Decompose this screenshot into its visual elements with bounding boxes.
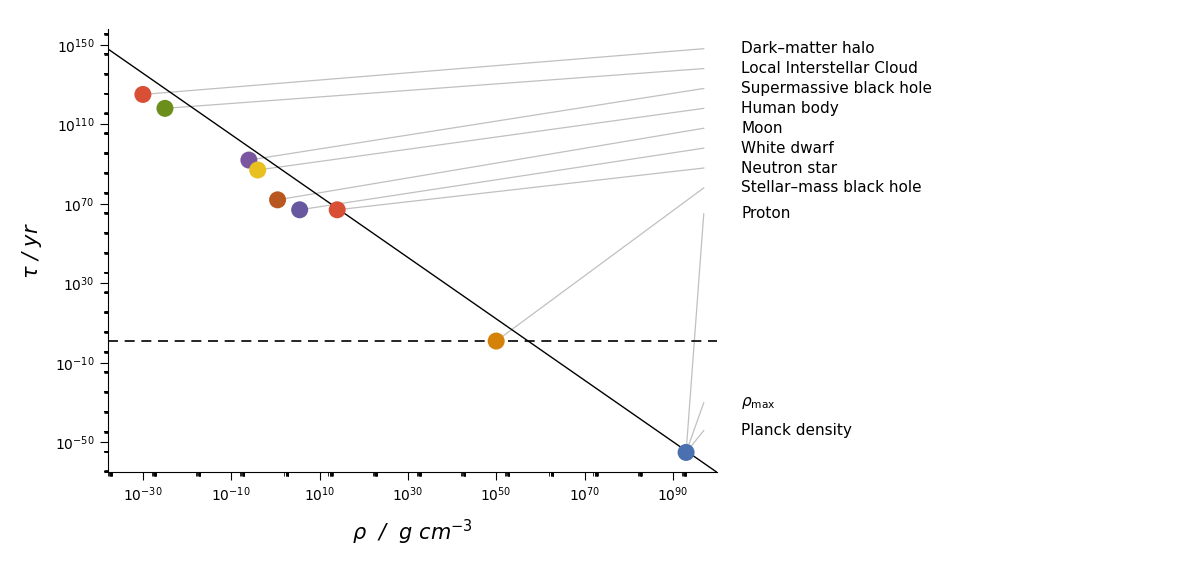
Y-axis label: $\tau$ / yr: $\tau$ / yr (19, 222, 44, 279)
Text: Moon: Moon (741, 121, 783, 136)
Point (268, 195, 287, 204)
Text: Proton: Proton (741, 206, 791, 221)
Text: $\rho_\mathrm{max}$: $\rho_\mathrm{max}$ (741, 395, 776, 411)
Point (134, 90, 153, 99)
Point (486, 336, 505, 346)
Text: Stellar–mass black hole: Stellar–mass black hole (741, 180, 923, 195)
Text: Local Interstellar Cloud: Local Interstellar Cloud (741, 61, 918, 76)
Point (676, 448, 695, 457)
X-axis label: $\rho$  /  $g$ cm$^{-3}$: $\rho$ / $g$ cm$^{-3}$ (351, 518, 473, 547)
Text: White dwarf: White dwarf (741, 141, 834, 156)
Text: Planck density: Planck density (741, 423, 852, 438)
Text: Supermassive black hole: Supermassive black hole (741, 81, 932, 96)
Text: Dark–matter halo: Dark–matter halo (741, 41, 875, 56)
Text: Neutron star: Neutron star (741, 161, 838, 176)
Text: Human body: Human body (741, 101, 839, 116)
Point (249, 165, 268, 175)
Point (327, 205, 347, 214)
Point (239, 156, 258, 165)
Point (290, 205, 310, 214)
Point (155, 104, 174, 113)
